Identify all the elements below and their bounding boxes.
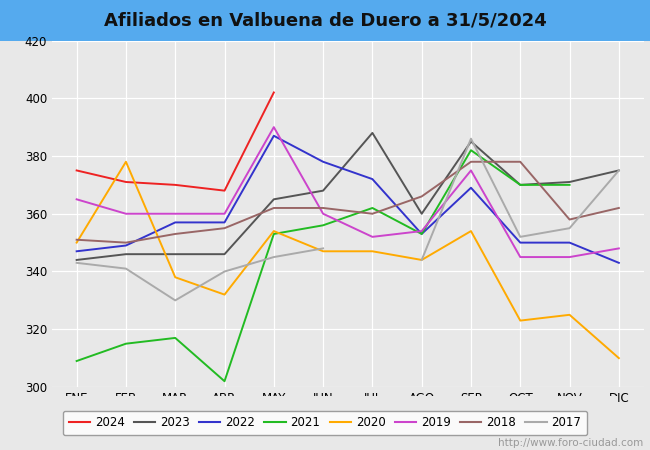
2019 [73,197,81,202]
2021 [270,231,278,237]
2018 [615,205,623,211]
2021 [220,378,228,384]
2019 [467,168,475,173]
Line: 2020: 2020 [77,162,619,358]
2023 [566,179,573,184]
2023 [516,182,524,188]
Legend: 2024, 2023, 2022, 2021, 2020, 2019, 2018, 2017: 2024, 2023, 2022, 2021, 2020, 2019, 2018… [63,410,587,436]
2019 [418,228,426,234]
2024 [270,90,278,95]
Line: 2018: 2018 [77,162,619,243]
2022 [122,243,130,248]
2018 [73,237,81,243]
Line: 2024: 2024 [77,92,274,191]
2019 [319,211,327,216]
2018 [516,159,524,164]
2017 [270,254,278,260]
Line: 2023: 2023 [77,133,619,260]
2019 [369,234,376,239]
2023 [369,130,376,135]
2019 [122,211,130,216]
2019 [516,254,524,260]
2022 [566,240,573,245]
2020 [566,312,573,318]
2019 [172,211,179,216]
2020 [369,248,376,254]
2024 [220,188,228,194]
2020 [467,228,475,234]
2022 [369,176,376,182]
2024 [122,179,130,184]
Text: http://www.foro-ciudad.com: http://www.foro-ciudad.com [499,438,644,448]
2023 [467,139,475,144]
2018 [369,211,376,216]
2019 [615,246,623,251]
2017 [122,266,130,271]
2022 [172,220,179,225]
2019 [220,211,228,216]
2023 [73,257,81,263]
2017 [73,260,81,265]
2020 [319,248,327,254]
2017 [319,246,327,251]
2022 [73,248,81,254]
Line: 2017: 2017 [77,248,323,300]
2021 [566,182,573,188]
2020 [270,228,278,234]
2017 [220,269,228,274]
2020 [73,240,81,245]
2022 [220,220,228,225]
2023 [319,188,327,194]
2021 [122,341,130,346]
2023 [270,197,278,202]
2021 [467,148,475,153]
2022 [467,185,475,190]
2023 [172,252,179,257]
2018 [122,240,130,245]
2020 [172,274,179,280]
2018 [566,217,573,222]
2022 [516,240,524,245]
2021 [172,335,179,341]
2024 [73,168,81,173]
2020 [122,159,130,164]
2022 [270,133,278,139]
2018 [467,159,475,164]
2021 [418,231,426,237]
2023 [122,252,130,257]
Text: Afiliados en Valbuena de Duero a 31/5/2024: Afiliados en Valbuena de Duero a 31/5/20… [103,11,547,29]
2024 [172,182,179,188]
2023 [220,252,228,257]
Line: 2019: 2019 [77,127,619,257]
Line: 2021: 2021 [77,150,569,381]
Line: 2022: 2022 [77,136,619,263]
2022 [418,231,426,237]
2018 [418,194,426,199]
2020 [516,318,524,323]
2019 [270,124,278,130]
2019 [566,254,573,260]
2021 [319,223,327,228]
2020 [220,292,228,297]
2018 [172,231,179,237]
2021 [73,358,81,364]
2020 [418,257,426,263]
2018 [220,225,228,231]
2023 [615,168,623,173]
2020 [615,356,623,361]
2018 [319,205,327,211]
2021 [516,182,524,188]
2022 [319,159,327,164]
2022 [615,260,623,265]
2023 [418,211,426,216]
2021 [369,205,376,211]
2017 [172,297,179,303]
2018 [270,205,278,211]
